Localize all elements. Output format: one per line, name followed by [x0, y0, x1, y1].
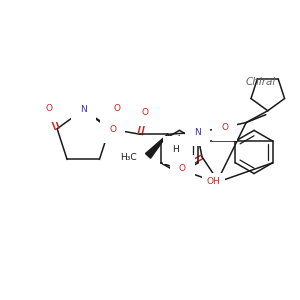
- Text: O: O: [179, 164, 186, 173]
- Text: O: O: [46, 104, 52, 113]
- Text: O: O: [221, 123, 228, 132]
- Text: O: O: [114, 104, 121, 113]
- Text: O: O: [109, 125, 116, 134]
- Text: H: H: [172, 146, 179, 154]
- Text: OH: OH: [207, 178, 221, 187]
- Polygon shape: [146, 134, 168, 158]
- Text: H₃C: H₃C: [120, 153, 136, 162]
- Text: Chiral: Chiral: [245, 77, 275, 87]
- Text: N: N: [80, 105, 87, 114]
- Text: O: O: [142, 108, 148, 117]
- Text: N: N: [194, 128, 200, 137]
